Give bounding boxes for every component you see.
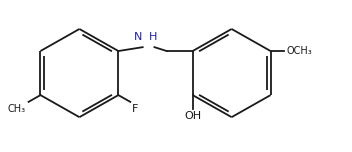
Text: OH: OH bbox=[184, 112, 201, 121]
Text: H: H bbox=[149, 32, 157, 42]
Text: F: F bbox=[132, 104, 139, 114]
Text: OCH₃: OCH₃ bbox=[286, 46, 312, 56]
Text: CH₃: CH₃ bbox=[7, 104, 26, 114]
Text: N: N bbox=[134, 32, 143, 42]
